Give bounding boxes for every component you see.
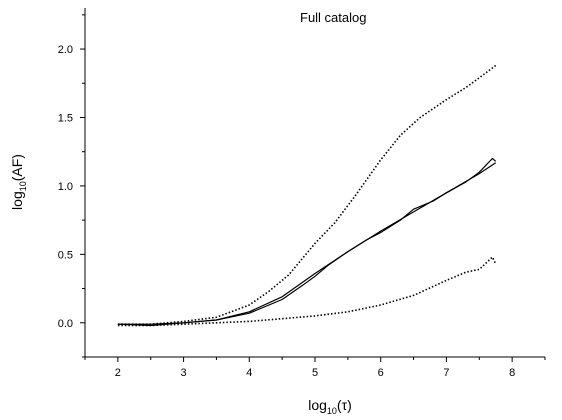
x-axis-title-base: log xyxy=(308,397,327,413)
y-axis-title: log10(AF) xyxy=(9,154,28,210)
y-axis-title-argument: (AF) xyxy=(9,154,25,181)
y-axis-title-base: log xyxy=(9,191,25,210)
y-tick-label: 0.5 xyxy=(58,249,73,261)
series-layer xyxy=(117,64,497,327)
x-tick-label: 2 xyxy=(115,367,121,379)
y-tick-label: 1.5 xyxy=(58,112,73,124)
y-tick-label: 0.0 xyxy=(58,318,73,330)
x-axis-title: log10(τ) xyxy=(308,397,352,416)
series-line-4 xyxy=(117,256,497,327)
series-line-1 xyxy=(117,162,497,325)
x-tick-label: 5 xyxy=(312,367,318,379)
y-tick-label: 2.0 xyxy=(58,44,73,56)
x-tick-label: 4 xyxy=(246,367,252,379)
x-tick-label: 8 xyxy=(509,367,515,379)
x-axis-title-subscript: 10 xyxy=(327,406,337,416)
series-line-3 xyxy=(117,64,497,326)
chart-title: Full catalog xyxy=(300,10,366,25)
x-tick-label: 7 xyxy=(443,367,449,379)
y-tick-label: 1.0 xyxy=(58,181,73,193)
x-tick-label: 6 xyxy=(378,367,384,379)
ticks-layer: 2 3 4 5 6 7 8 0.0 0.5 1.0 1.5 2.0 xyxy=(58,14,546,379)
x-axis-title-argument: (τ) xyxy=(337,397,352,413)
axes-layer xyxy=(84,8,545,358)
series-line-2 xyxy=(117,157,497,327)
y-axis-title-subscript: 10 xyxy=(18,181,28,191)
x-tick-label: 3 xyxy=(181,367,187,379)
